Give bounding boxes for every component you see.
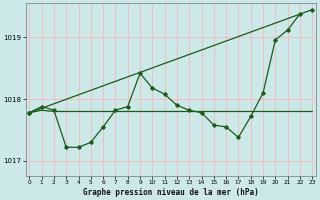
X-axis label: Graphe pression niveau de la mer (hPa): Graphe pression niveau de la mer (hPa)	[83, 188, 259, 197]
